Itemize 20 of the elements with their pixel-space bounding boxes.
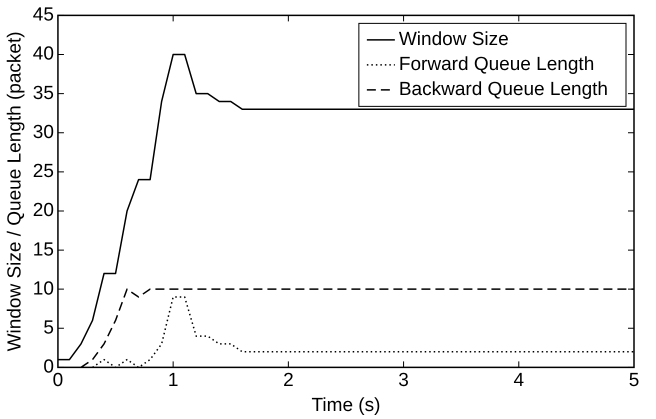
y-tick-label: 10 (32, 278, 54, 300)
legend-label: Backward Queue Length (398, 79, 608, 100)
y-tick-label: 30 (32, 122, 54, 143)
x-tick-label: 5 (628, 370, 640, 392)
y-tick-label: 0 (43, 356, 54, 378)
x-tick-label: 4 (514, 370, 524, 392)
y-tick-label: 40 (32, 44, 54, 65)
x-tick-label: 3 (398, 370, 409, 392)
y-tick-label: 15 (32, 239, 54, 260)
y-tick-label: 5 (43, 318, 54, 339)
y-tick-label: 20 (32, 200, 54, 222)
x-tick-label: 1 (168, 370, 178, 392)
y-tick-label: 45 (32, 4, 54, 26)
legend-label: Window Size (398, 29, 509, 50)
y-tick-label: 35 (32, 82, 54, 104)
legend-label: Forward Queue Length (398, 54, 594, 76)
y-axis-title: Window Size / Queue Length (packet) (4, 31, 26, 352)
x-tick-label: 2 (283, 370, 294, 392)
x-axis-title: Time (s) (311, 394, 380, 416)
y-tick-label: 25 (32, 161, 54, 182)
